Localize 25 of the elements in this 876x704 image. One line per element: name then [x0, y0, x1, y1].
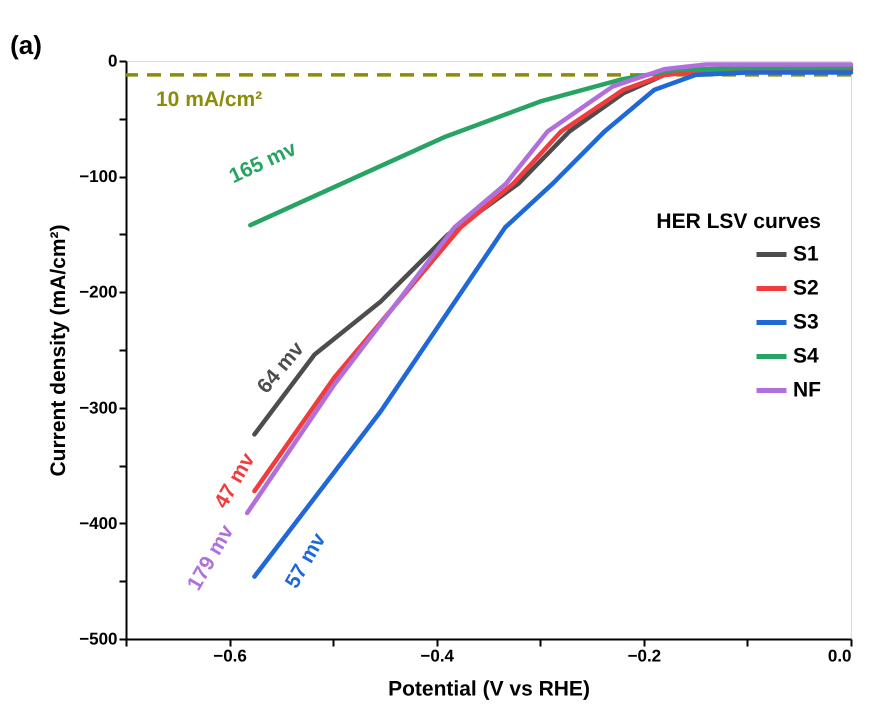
- annotation: 165 mv: [226, 136, 300, 188]
- legend-label: S1: [793, 242, 820, 266]
- annotation: 47 mv: [210, 448, 260, 512]
- y-tick-label: 0: [108, 52, 118, 70]
- ref-line-label: 10 mA/cm²: [156, 88, 262, 111]
- x-tick-label: 0.0: [828, 646, 852, 666]
- annotation: 64 mv: [252, 337, 309, 398]
- y-tick-label: −500: [79, 630, 118, 648]
- legend-label: S2: [793, 276, 819, 300]
- y-tick-label: −100: [79, 167, 118, 186]
- y-axis-title: Current density (mA/cm²): [47, 224, 70, 477]
- x-tick-label: −0.2: [628, 646, 662, 666]
- legend-label: S4: [793, 344, 820, 368]
- x-axis-title: Potential (V vs RHE): [388, 678, 590, 700]
- x-tick-label: −0.6: [213, 646, 247, 666]
- y-tick-label: −400: [79, 514, 118, 533]
- text: (a): [10, 30, 42, 60]
- annotation: 179 mv: [182, 520, 238, 594]
- x-tick-label: −0.4: [420, 646, 455, 666]
- legend-title: HER LSV curves: [656, 210, 821, 233]
- annotation: 57 mv: [280, 528, 331, 592]
- y-tick-label: −300: [79, 398, 118, 418]
- legend-label: NF: [793, 378, 822, 402]
- legend-label: S3: [793, 310, 819, 334]
- y-tick-label: −200: [79, 282, 118, 302]
